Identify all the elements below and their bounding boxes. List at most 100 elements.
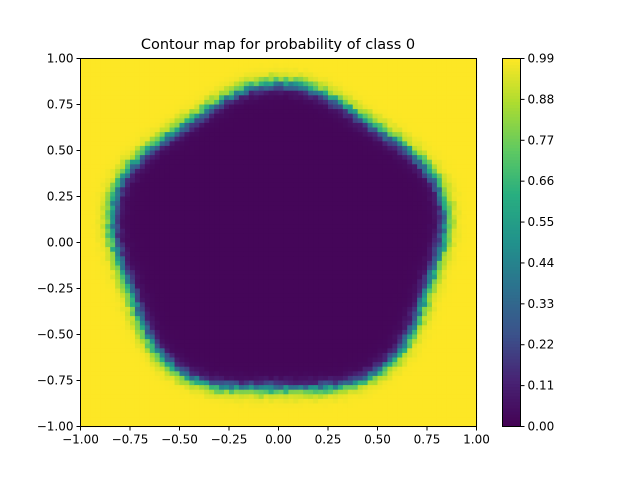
heatmap-cell: [174, 205, 181, 211]
heatmap-cell: [293, 58, 299, 64]
heatmap-cell: [169, 67, 176, 73]
heatmap-cell: [130, 260, 136, 267]
heatmap-cell: [288, 205, 294, 211]
heatmap-cell: [268, 380, 275, 386]
heatmap-cell: [154, 196, 161, 202]
heatmap-cell: [219, 178, 225, 184]
heatmap-cell: [204, 302, 210, 308]
heatmap-cell: [313, 403, 319, 409]
heatmap-cell: [214, 274, 220, 280]
heatmap-cell: [283, 316, 289, 322]
heatmap-cell: [95, 394, 101, 400]
heatmap-cell: [372, 150, 379, 156]
heatmap-cell: [347, 398, 354, 405]
heatmap-cell: [149, 403, 156, 409]
heatmap-cell: [130, 366, 136, 372]
heatmap-cell: [337, 122, 344, 129]
heatmap-cell: [298, 394, 304, 400]
heatmap-cell: [318, 155, 324, 161]
heatmap-cell: [174, 339, 181, 345]
heatmap-cell: [362, 196, 369, 202]
heatmap-cell: [248, 159, 255, 165]
heatmap-cell: [139, 182, 146, 188]
heatmap-cell: [293, 270, 299, 276]
heatmap-cell: [224, 375, 230, 382]
heatmap-cell: [308, 343, 314, 349]
heatmap-cell: [233, 306, 240, 313]
heatmap-cell: [219, 366, 225, 372]
heatmap-cell: [273, 311, 280, 317]
heatmap-cell: [263, 122, 270, 129]
heatmap-cell: [367, 122, 374, 129]
heatmap-cell: [293, 214, 299, 221]
heatmap-cell: [298, 141, 304, 147]
heatmap-cell: [184, 260, 190, 267]
heatmap-cell: [258, 242, 265, 248]
heatmap-cell: [154, 398, 161, 405]
heatmap-cell: [387, 182, 393, 188]
heatmap-cell: [332, 274, 339, 280]
heatmap-cell: [90, 343, 96, 349]
heatmap-cell: [253, 182, 260, 188]
heatmap-cell: [323, 118, 329, 124]
heatmap-cell: [313, 132, 319, 138]
heatmap-cell: [219, 251, 225, 257]
heatmap-cell: [204, 371, 210, 377]
heatmap-cell: [288, 187, 294, 193]
heatmap-cell: [164, 141, 171, 147]
heatmap-cell: [318, 164, 324, 170]
heatmap-cell: [233, 132, 240, 138]
heatmap-cell: [115, 219, 121, 225]
heatmap-cell: [199, 265, 205, 271]
heatmap-cell: [337, 168, 344, 175]
heatmap-cell: [233, 127, 240, 133]
heatmap-cell: [139, 191, 146, 198]
heatmap-cell: [184, 357, 190, 363]
heatmap-cell: [204, 251, 210, 257]
heatmap-cell: [219, 173, 225, 179]
heatmap-cell: [318, 219, 324, 225]
heatmap-cell: [105, 205, 111, 211]
heatmap-cell: [219, 371, 225, 377]
heatmap-cell: [382, 86, 388, 92]
heatmap-cell: [278, 343, 285, 349]
heatmap-cell: [149, 136, 156, 142]
heatmap-cell: [209, 72, 215, 78]
heatmap-cell: [164, 95, 171, 101]
heatmap-cell: [204, 389, 210, 395]
heatmap-cell: [100, 366, 106, 372]
heatmap-cell: [337, 132, 344, 138]
heatmap-cell: [308, 306, 314, 313]
heatmap-cell: [352, 270, 359, 276]
heatmap-cell: [105, 385, 111, 391]
heatmap-cell: [278, 320, 285, 326]
heatmap-cell: [293, 325, 299, 331]
heatmap-cell: [80, 343, 87, 349]
heatmap-cell: [159, 219, 166, 225]
heatmap-cell: [80, 398, 87, 405]
heatmap-cell: [278, 196, 285, 202]
heatmap-cell: [95, 81, 101, 87]
heatmap-cell: [174, 348, 181, 354]
heatmap-cell: [229, 122, 235, 129]
heatmap-cell: [258, 339, 265, 345]
heatmap-cell: [85, 205, 91, 211]
heatmap-cell: [347, 164, 354, 170]
heatmap-cell: [233, 371, 240, 377]
heatmap-cell: [323, 265, 329, 271]
heatmap-cell: [288, 403, 294, 409]
heatmap-cell: [352, 95, 359, 101]
heatmap-cell: [308, 219, 314, 225]
heatmap-cell: [238, 145, 245, 152]
heatmap-cell: [174, 389, 181, 395]
heatmap-cell: [263, 279, 270, 285]
heatmap-cell: [229, 67, 235, 73]
heatmap-cell: [130, 270, 136, 276]
heatmap-cell: [318, 58, 324, 64]
heatmap-cell: [224, 302, 230, 308]
heatmap-cell: [288, 348, 294, 354]
heatmap-cell: [90, 122, 96, 129]
heatmap-cell: [377, 141, 384, 147]
heatmap-cell: [238, 99, 245, 106]
heatmap-cell: [382, 297, 388, 303]
